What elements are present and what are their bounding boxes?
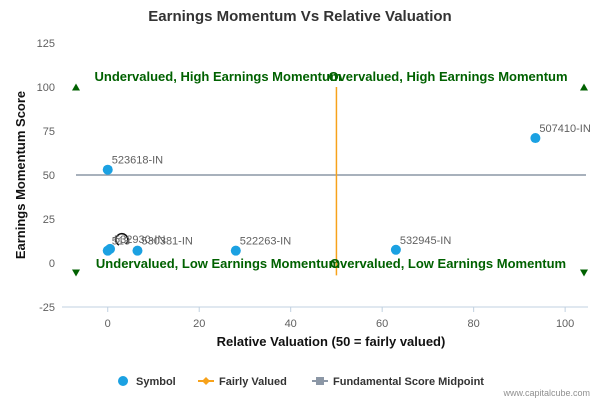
x-tick-label: 80	[468, 318, 480, 330]
corner-marker	[580, 269, 588, 277]
chart-title: Earnings Momentum Vs Relative Valuation	[148, 8, 451, 25]
quadrant-label-top-left: Undervalued, High Earnings Momentum	[94, 69, 341, 84]
y-axis-title: Earnings Momentum Score	[13, 91, 28, 259]
legend[interactable]: Symbol Fairly Valued Fundamental Score Mid…	[118, 376, 484, 388]
y-tick-label: 25	[43, 214, 55, 226]
x-axis-title: Relative Valuation (50 = fairly valued)	[217, 334, 446, 349]
x-tick-label: 60	[376, 318, 388, 330]
x-tick-label: 100	[556, 318, 574, 330]
y-tick-label: -25	[39, 302, 55, 314]
quadrant-label-top-right: Overvalued, High Earnings Momentum	[328, 69, 567, 84]
y-tick-label: 50	[43, 170, 55, 182]
data-point-label: 530381-IN	[141, 236, 192, 248]
data-point[interactable]	[102, 164, 113, 175]
x-axis-ticks: 0 20 40 60 80 100	[105, 307, 574, 330]
data-point-label: 522263-IN	[240, 236, 291, 248]
corner-markers	[72, 83, 588, 277]
y-axis-ticks: 125 100 75 50 25 0 -25	[37, 38, 55, 314]
legend-label: Fairly Valued	[219, 376, 287, 388]
legend-label: Fundamental Score Midpoint	[333, 376, 484, 388]
legend-square-marker	[316, 377, 324, 385]
quadrant-label-bottom-right: Overvalued, Low Earnings Momentum	[330, 256, 566, 271]
legend-item[interactable]: Fundamental Score Midpoint	[312, 376, 484, 388]
y-tick-label: 75	[43, 126, 55, 138]
data-point-label: 513	[112, 236, 130, 248]
corner-marker	[580, 83, 588, 91]
x-tick-label: 40	[285, 318, 297, 330]
x-tick-label: 0	[105, 318, 111, 330]
legend-item[interactable]: Symbol	[118, 376, 176, 388]
data-point[interactable]	[132, 245, 143, 256]
data-point-label: 532930-IN	[114, 234, 165, 246]
legend-item[interactable]: Fairly Valued	[198, 376, 287, 388]
corner-marker	[72, 83, 80, 91]
credit-text: www.capitalcube.com	[502, 388, 590, 398]
hover-marker	[115, 232, 129, 246]
reference-lines	[76, 87, 586, 276]
data-point[interactable]	[102, 245, 113, 256]
y-tick-label: 100	[37, 82, 55, 94]
data-point[interactable]	[390, 244, 401, 255]
y-tick-label: 0	[49, 258, 55, 270]
quadrant-labels: Undervalued, High Earnings Momentum Over…	[94, 69, 567, 271]
legend-diamond-marker	[202, 377, 210, 385]
data-point-label: 523618-IN	[112, 155, 163, 167]
data-point-label: 507410-IN	[539, 123, 590, 135]
x-tick-label: 20	[193, 318, 205, 330]
legend-label: Symbol	[136, 376, 176, 388]
data-point[interactable]	[230, 245, 241, 256]
y-tick-label: 125	[37, 38, 55, 50]
legend-symbol-marker	[118, 376, 128, 386]
data-point-label: 532945-IN	[400, 235, 451, 247]
data-point[interactable]	[530, 133, 541, 144]
quadrant-label-bottom-left: Undervalued, Low Earnings Momentum	[96, 256, 340, 271]
corner-marker	[72, 269, 80, 277]
